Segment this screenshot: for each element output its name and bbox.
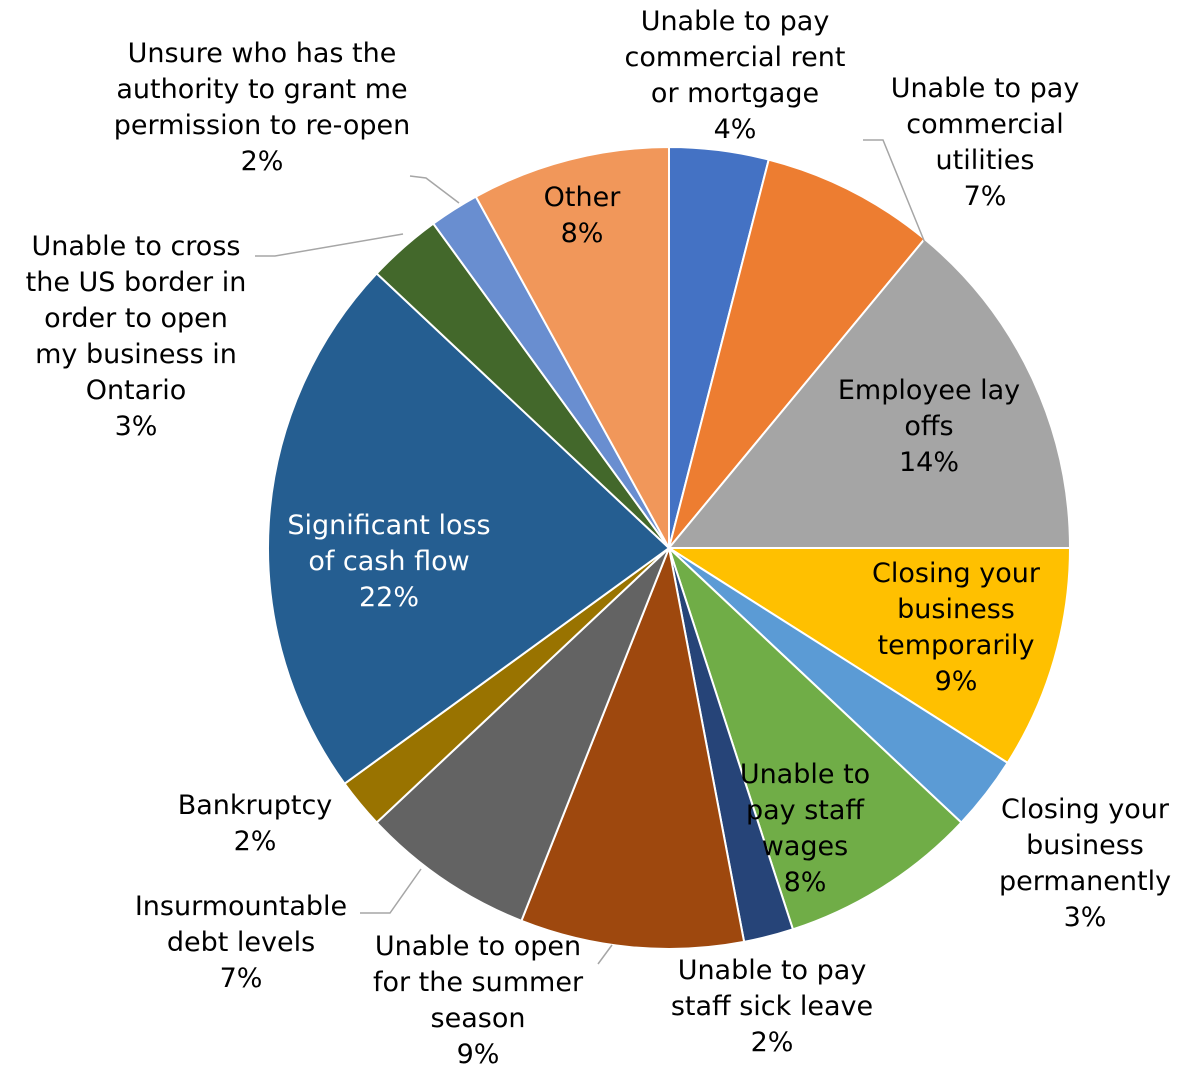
pie-slice	[267, 272, 671, 786]
slice-label-line: permission to re-open	[114, 110, 410, 141]
slice-label: Employee lay offs 14%	[838, 375, 1020, 478]
slice-label-line: staff sick leave	[671, 991, 873, 1022]
pie-slice	[665, 547, 1072, 765]
slice-label-line: Unable to pay	[891, 73, 1080, 104]
slice-label: Unable to pay commercial rent or mortgage 4…	[625, 6, 846, 145]
slice-label-line: for the summer	[373, 967, 584, 998]
slice-label: Insurmountable debt levels 7%	[135, 891, 347, 994]
slice-label-line: of cash flow	[308, 546, 469, 577]
slice-label: Unable to open for the summer season 9%	[373, 931, 584, 1068]
slice-label-line: Closing your	[1001, 794, 1170, 825]
slice-value-label: 9%	[457, 1039, 500, 1068]
slice-label-line: Other	[544, 182, 622, 213]
slice-label: Unable to pay commercial utilities 7%	[891, 73, 1080, 212]
slice-labels: Unable to pay commercial rent or mortgage 4…	[26, 6, 1171, 1068]
slice-value-label: 9%	[935, 666, 978, 697]
slice-label-line: Unsure who has the	[128, 38, 397, 69]
slice-label-line: Bankruptcy	[178, 790, 333, 821]
slice-label-line: season	[431, 1003, 526, 1034]
slice-label-line: Closing your	[872, 558, 1041, 589]
slice-label: Closing your business temporarily 9%	[872, 558, 1041, 697]
slice-label: Other 8%	[544, 182, 622, 249]
pie-slice	[474, 145, 670, 549]
slice-label-line: permanently	[999, 866, 1171, 897]
slice-label: Unable to pay staff sick leave 2%	[671, 955, 873, 1058]
slice-label-line: my business in	[35, 339, 237, 370]
slice-label-line: business	[1026, 830, 1144, 861]
slice-value-label: 3%	[115, 411, 158, 442]
leader-line	[255, 233, 404, 257]
slice-label: Unsure who has the authority to grant me p…	[114, 38, 410, 177]
slice-label-line: temporarily	[878, 630, 1035, 661]
pie-slice	[520, 544, 746, 950]
slice-label-line: Significant loss	[287, 510, 490, 541]
leader-line	[597, 944, 613, 965]
slice-label-line: Insurmountable	[135, 891, 347, 922]
pie-slice	[668, 547, 963, 931]
slice-label-line: offs	[904, 411, 953, 442]
leader-lines	[255, 139, 926, 965]
slice-value-label: 8%	[784, 867, 827, 898]
slice-value-label: 7%	[220, 963, 263, 994]
slice-value-label: 22%	[359, 582, 419, 613]
slice-value-label: 2%	[234, 826, 277, 857]
slice-label-line: Unable to	[740, 759, 870, 790]
slice-label-line: authority to grant me	[116, 74, 407, 105]
leader-line	[863, 139, 926, 244]
slice-value-label: 14%	[899, 447, 959, 478]
slice-value-label: 2%	[241, 146, 284, 177]
pie-slice	[666, 237, 1072, 549]
slice-value-label: 2%	[751, 1027, 794, 1058]
slice-label-line: Employee lay	[838, 375, 1020, 406]
slice-value-label: 3%	[1064, 902, 1107, 933]
slice-value-label: 8%	[561, 218, 604, 249]
slice-label: Significant loss of cash flow 22%	[287, 510, 490, 613]
slice-label-line: wages	[762, 831, 848, 862]
slice-label-line: or mortgage	[651, 78, 819, 109]
leader-line	[360, 868, 422, 914]
pie-slices	[267, 145, 1072, 950]
slice-label-line: commercial	[906, 109, 1063, 140]
slice-label-line: commercial rent	[625, 42, 846, 73]
slice-label-line: business	[897, 594, 1015, 625]
slice-value-label: 4%	[714, 114, 757, 145]
slice-label-line: the US border in	[26, 267, 247, 298]
slice-label-line: order to open	[44, 303, 228, 334]
slice-label: Bankruptcy 2%	[178, 790, 333, 857]
slice-label: Unable to cross the US border in order to …	[26, 231, 247, 442]
slice-label-line: Unable to cross	[32, 231, 241, 262]
slice-label: Closing your business permanently 3%	[999, 794, 1171, 933]
slice-label-line: debt levels	[167, 927, 315, 958]
slice-label-line: Unable to pay	[641, 6, 830, 37]
leader-line	[409, 175, 460, 204]
pie-slice	[375, 547, 670, 923]
slice-label-line: Unable to pay	[678, 955, 867, 986]
slice-label-line: utilities	[936, 145, 1035, 176]
slice-label: Unable to pay staff wages 8%	[740, 759, 870, 898]
slice-label-line: pay staff	[746, 795, 865, 826]
pie-slice	[668, 158, 927, 549]
slice-value-label: 7%	[964, 181, 1007, 212]
slice-label-line: Ontario	[86, 375, 187, 406]
slice-label-line: Unable to open	[375, 931, 581, 962]
